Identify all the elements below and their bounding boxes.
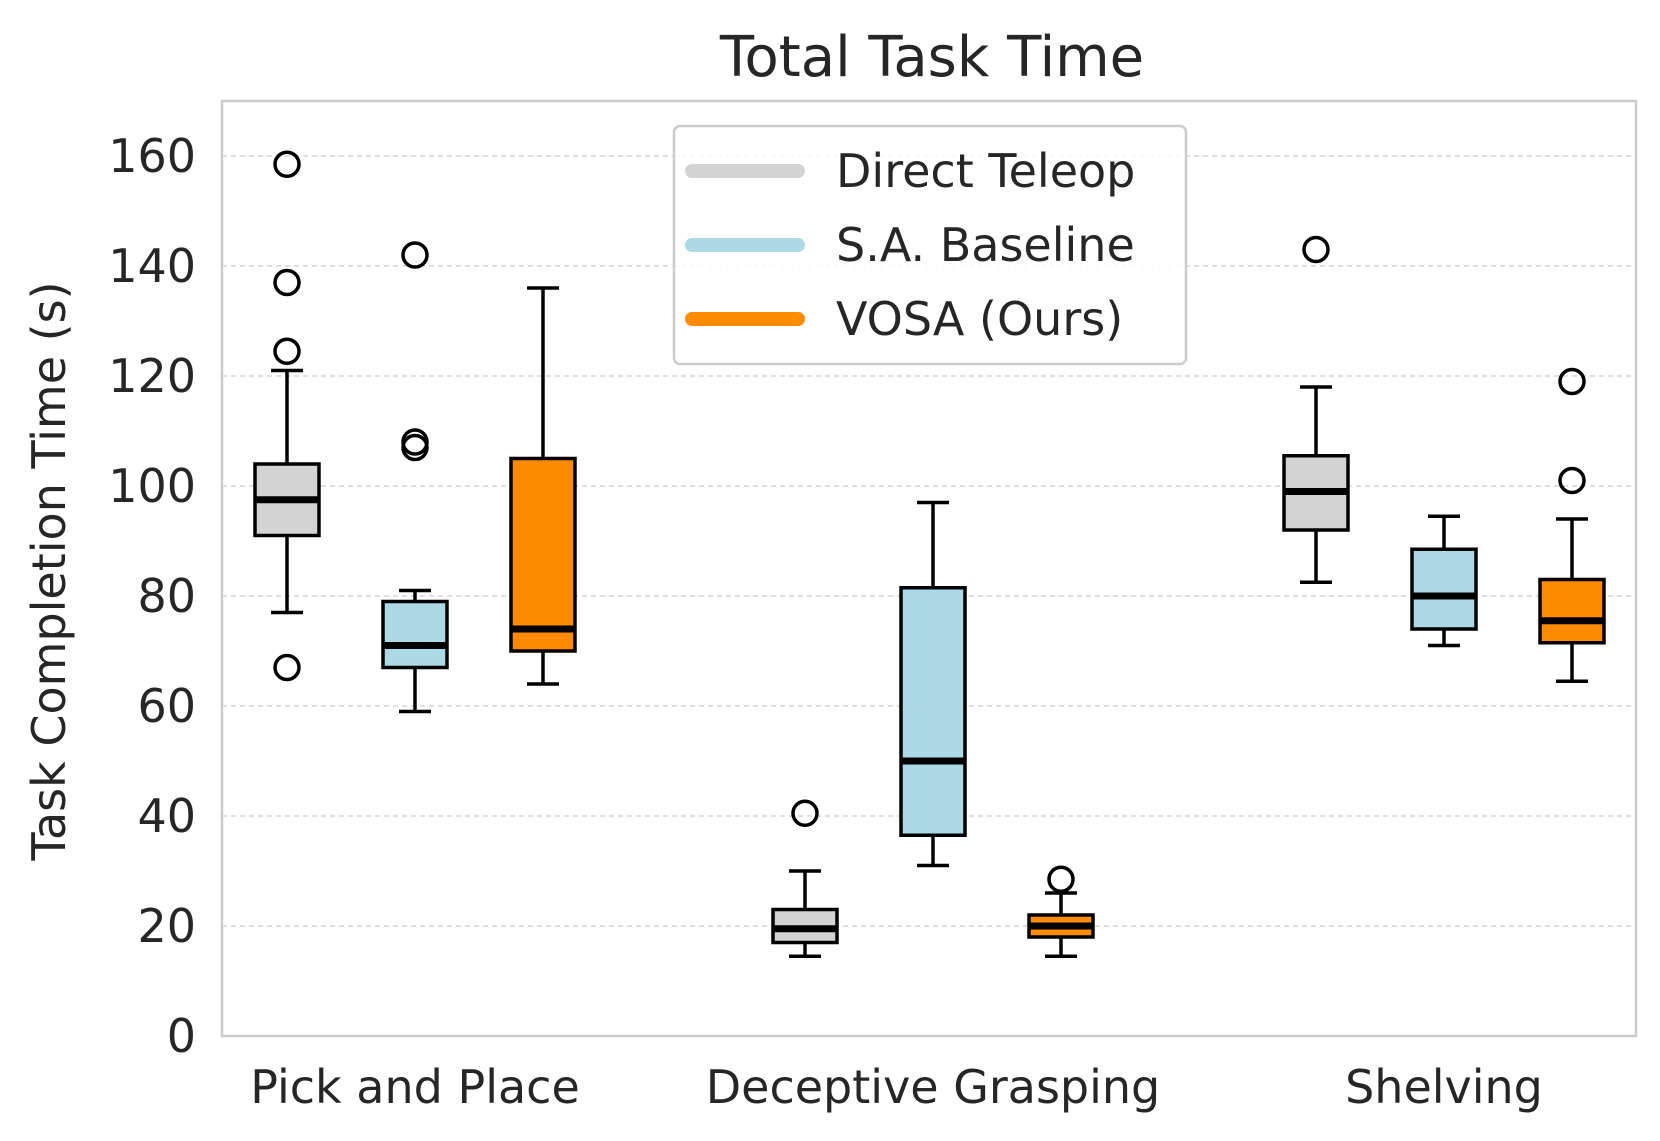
box-1-1 [899, 500, 967, 868]
y-tick-label: 80 [137, 569, 196, 623]
box-0-0 [253, 150, 321, 682]
y-tick-label: 160 [108, 129, 196, 183]
outlier-point [273, 150, 301, 178]
y-tick-label: 0 [167, 1009, 196, 1063]
y-axis-label: Task Completion Time (s) [22, 281, 76, 861]
outlier-point [401, 241, 429, 269]
x-tick-label: Deceptive Grasping [706, 1060, 1161, 1114]
outlier-point [273, 268, 301, 297]
outlier-point [791, 799, 819, 827]
iqr-box [381, 599, 449, 670]
x-tick-label: Shelving [1345, 1060, 1543, 1114]
legend: Direct Teleop S.A. Baseline VOSA (Ours) [672, 124, 1188, 366]
box-0-2 [1282, 235, 1350, 584]
y-tick-label: 40 [137, 789, 196, 843]
plot-frame [220, 99, 1638, 1038]
outlier-point [273, 653, 301, 682]
iqr-box [1410, 547, 1478, 631]
y-tick-label: 60 [137, 679, 196, 733]
outlier-point [1302, 235, 1330, 264]
x-tick-label: Pick and Place [250, 1060, 580, 1114]
y-tick-label: 20 [137, 899, 196, 953]
box-2-2 [1538, 367, 1606, 683]
boxes [253, 150, 1606, 958]
plot-area-frame [220, 99, 1638, 1038]
chart-title: Total Task Time [719, 25, 1144, 90]
box-1-0 [381, 241, 449, 714]
outlier-point [401, 433, 429, 462]
legend-frame [672, 124, 1188, 366]
outlier-point [273, 337, 301, 365]
iqr-box [1538, 577, 1606, 645]
outlier-point [1558, 367, 1586, 396]
box-2-0 [509, 286, 577, 686]
y-tick-label: 140 [108, 239, 196, 293]
legend-label: VOSA (Ours) [836, 292, 1123, 346]
legend-label: Direct Teleop [836, 144, 1135, 198]
legend-label: S.A. Baseline [836, 218, 1135, 272]
outlier-point [1047, 865, 1075, 893]
box-0-1 [771, 799, 839, 958]
box-1-2 [1410, 514, 1478, 648]
box-2-1 [1027, 865, 1095, 958]
y-tick-label: 100 [108, 459, 196, 513]
iqr-box [899, 586, 967, 837]
outlier-point [401, 428, 429, 456]
x-ticks: Pick and Place Deceptive Grasping Shelving [250, 1060, 1543, 1114]
iqr-box [509, 456, 577, 653]
y-tick-label: 120 [108, 349, 196, 403]
outlier-point [1558, 466, 1586, 495]
y-ticks: 0 20 40 60 80 100 120 140 160 [108, 129, 196, 1063]
